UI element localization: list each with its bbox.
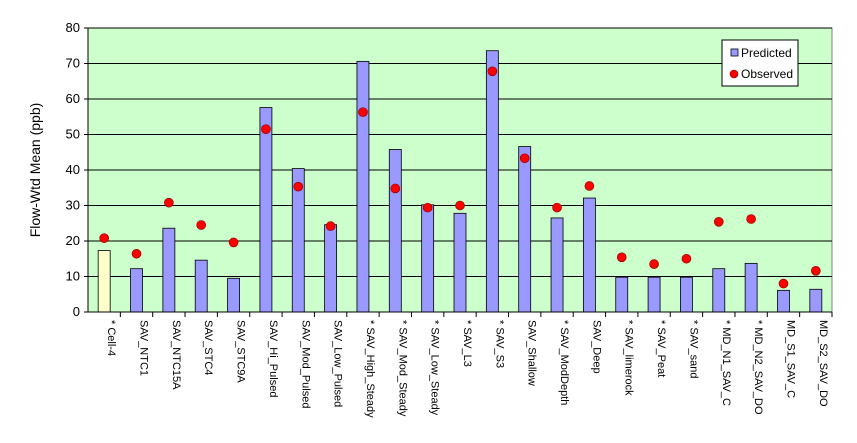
y-axis-title: Flow-Wtd Mean (ppb) [27,103,43,238]
legend: Predicted Observed [721,39,799,87]
marker-observed [293,181,304,192]
x-tick-label: SAV_STC9A [235,320,247,383]
y-tick-label: 60 [66,91,80,106]
y-tick-label: 50 [66,127,80,142]
marker-observed [390,183,401,194]
bar-predicted [518,146,532,313]
x-tick-label: SAV_STC4 [202,320,214,375]
marker-observed [616,252,627,263]
x-tick-label: * SAV_L3 [461,320,473,367]
x-tick-label: * SAV_High_Steady [364,320,376,418]
x-tick-label: * SAV_limerock [623,320,635,396]
x-tick-label: * SAV_ModDepth [558,320,570,405]
y-tick-label: 20 [66,233,80,248]
bar-predicted [485,50,499,313]
x-tick-label: SAV_Low_Pulsed [332,320,344,407]
x-tick-label: SAV_Deep [590,320,602,374]
bar-predicted [130,268,143,313]
bar-predicted [388,149,402,313]
bar-predicted [744,262,758,313]
marker-observed [358,107,368,117]
bar-predicted [777,289,790,313]
legend-observed-marker [729,69,739,79]
marker-observed [196,220,207,230]
bar-predicted [421,204,435,313]
legend-box [721,39,799,87]
marker-observed [584,181,595,191]
y-tick-label: 10 [66,269,80,284]
x-tick-label: SAV_NTC1 [138,320,150,376]
y-tick-label: 0 [73,304,80,319]
bar-predicted [680,276,693,313]
bar-predicted [712,268,726,313]
bar-predicted [615,276,629,313]
bar-predicted [582,197,596,313]
bar-predicted [453,212,467,313]
bar-predicted [550,217,564,313]
y-tick-label: 80 [66,20,80,35]
y-axis-ticks: 0 10 20 30 40 50 60 70 80 [66,20,88,319]
marker-observed [519,153,530,164]
bar-predicted [162,227,176,313]
x-tick-label: * SAV_Peat [655,320,667,377]
marker-observed [228,237,239,248]
legend-observed-label: Observed [741,67,793,81]
x-tick-label: * SAV_Low_Steady [429,320,441,416]
bar-predicted [227,277,240,313]
y-tick-label: 30 [66,198,80,213]
x-tick-label: * Cell-4 [105,320,117,356]
bar-predicted [194,259,208,313]
legend-predicted-swatch [730,48,739,57]
x-tick-label: MD_S1_SAV_C [784,320,796,398]
x-tick-label: SAV_Mod_Pulsed [299,320,311,408]
x-tick-label: SAV_NTC15A [170,320,182,390]
y-tick-label: 70 [66,56,80,71]
bar-predicted [356,60,370,313]
x-tick-label: * SAV_S3 [493,320,505,368]
marker-observed [131,248,142,259]
x-axis-ticks: * Cell-4 SAV_NTC1 SAV_NTC15A SAV_STC4 SAV_ST… [105,312,833,418]
x-tick-label: SAV_Shallow [526,320,538,386]
marker-observed [681,253,692,264]
bar-predicted [809,288,823,313]
x-tick-label: SAV_Hi_Pulsed [267,320,279,397]
x-tick-label: * MD_N1_SAV_C [720,320,732,406]
predicted-bars [97,50,823,313]
y-tick-label: 40 [66,162,80,177]
marker-observed [422,202,433,213]
bar-predicted [647,276,661,313]
x-tick-label: * SAV_sand [687,320,699,379]
bar-predicted [97,250,111,313]
marker-observed [713,217,724,227]
gridlines [88,27,832,277]
x-tick-label: MD_S2_SAV_DO [817,320,829,407]
marker-observed [778,278,789,289]
marker-observed [746,214,756,224]
marker-observed [325,221,336,231]
marker-observed [811,266,821,276]
marker-observed [455,200,465,211]
bar-predicted [324,224,338,313]
x-tick-label: * MD_N2_SAV_DO [752,320,764,415]
marker-observed [552,202,562,213]
bar-predicted [259,107,273,313]
legend-predicted-label: Predicted [741,46,792,60]
marker-observed [487,66,498,77]
marker-observed [649,259,659,269]
marker-observed [99,233,109,243]
marker-observed [261,124,271,134]
marker-observed [164,197,174,208]
x-tick-label: * SAV_Mod_Steady [396,320,408,417]
observed-markers [99,66,821,289]
